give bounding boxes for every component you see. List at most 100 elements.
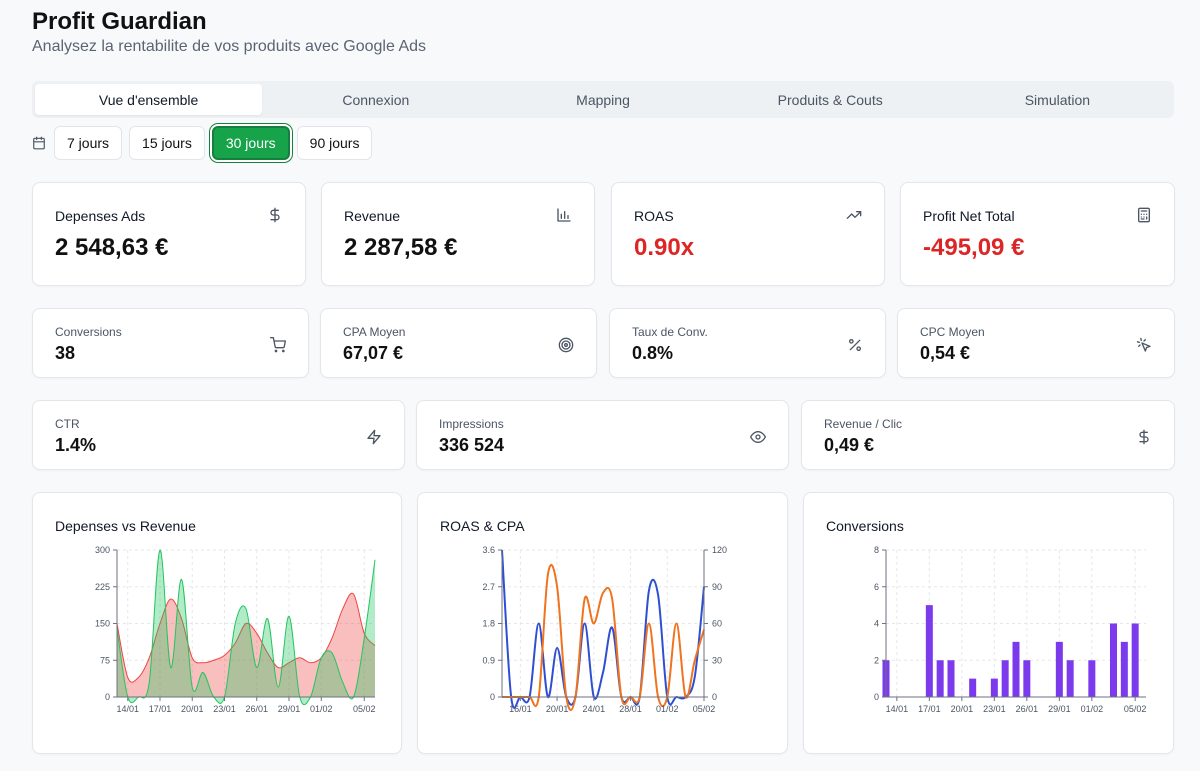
chart-card-conversions: Conversions 0 2 4 6 8 14/01 17/01 20/01 23/01 26/…: [803, 492, 1174, 754]
line-depenses: [116, 592, 376, 683]
x-tick-label: 01/02: [656, 704, 679, 714]
kpi-value: 0,49 €: [824, 435, 875, 455]
click-icon: [1136, 337, 1152, 353]
chart-card-spend-vs-revenue: Depenses vs Revenue 0 75 150 225 300 14/01 17/…: [32, 492, 402, 754]
kpi-value: -495,09 €: [923, 234, 1025, 261]
y-tick-label: 1.8: [482, 619, 495, 629]
kpi-card-ctr: CTR 1.4%: [32, 400, 405, 470]
kpi-value: 2 548,63 €: [55, 234, 169, 261]
x-tick-label: 20/01: [181, 704, 204, 714]
x-tick-label: 23/01: [983, 704, 1006, 714]
chart-title: Conversions: [826, 518, 904, 534]
bar: [947, 660, 955, 697]
period-7-days-button[interactable]: 7 jours: [54, 126, 123, 160]
x-tick-label: 28/01: [619, 704, 642, 714]
x-tick-label: 05/02: [1124, 704, 1147, 714]
y-tick-label: 0: [105, 692, 110, 702]
kpi-value: 67,07 €: [343, 343, 404, 363]
x-tick-label: 17/01: [918, 704, 941, 714]
chart-card-roas-cpa: ROAS & CPA 0 0.9 1.8 2.7 3.6 0 30 60 90 120 16/01 2…: [417, 492, 788, 754]
percent-icon: [847, 337, 863, 353]
kpi-card-revenue: Revenue 2 287,58 €: [321, 182, 595, 286]
kpi-value: 0.90x: [634, 234, 695, 261]
chart-title: Depenses vs Revenue: [55, 518, 196, 534]
line-revenue: [116, 549, 376, 706]
zap-icon: [366, 429, 382, 445]
kpi-label: ROAS: [634, 208, 674, 224]
tab-connexion[interactable]: Connexion: [342, 91, 410, 108]
bar: [1023, 660, 1031, 697]
tab-simulation[interactable]: Simulation: [1024, 91, 1091, 108]
kpi-card-conversion-rate: Taux de Conv. 0.8%: [609, 308, 886, 378]
kpi-label: CTR: [55, 417, 80, 431]
kpi-label: Taux de Conv.: [632, 325, 708, 339]
period-30-days-button[interactable]: 30 jours: [211, 126, 290, 160]
bar: [1055, 641, 1063, 697]
y-tick-label: 0.9: [482, 655, 495, 665]
x-tick-label: 20/01: [546, 704, 569, 714]
kpi-card-conversions: Conversions 38: [32, 308, 309, 378]
y-tick-label: 225: [95, 582, 110, 592]
x-tick-label: 01/02: [310, 704, 333, 714]
period-selector: 7 jours 15 jours 30 jours 90 jours: [32, 126, 379, 160]
tab-products-costs[interactable]: Produits & Couts: [777, 91, 883, 108]
dollar-icon: [267, 207, 283, 223]
bar: [1066, 660, 1074, 697]
period-15-days-button[interactable]: 15 jours: [129, 126, 205, 160]
target-icon: [558, 337, 574, 353]
x-tick-label: 14/01: [886, 704, 909, 714]
y-tick-label: 60: [712, 619, 722, 629]
tab-mapping[interactable]: Mapping: [576, 91, 630, 108]
bar: [1110, 623, 1117, 697]
y-tick-label: 300: [95, 545, 110, 555]
y-tick-label: 2.7: [482, 582, 495, 592]
y-tick-label: 2: [874, 655, 879, 665]
kpi-value: 336 524: [439, 435, 505, 455]
kpi-card-roas: ROAS 0.90x: [611, 182, 885, 286]
y-tick-label: 4: [874, 619, 879, 629]
chart-title: ROAS & CPA: [440, 518, 525, 534]
page-subtitle: Analysez la rentabilite de vos produits …: [32, 38, 427, 55]
kpi-label: Revenue: [344, 208, 401, 224]
x-tick-label: 16/01: [509, 704, 532, 714]
kpi-card-revenue-per-click: Revenue / Clic 0,49 €: [801, 400, 1175, 470]
x-tick-label: 26/01: [1016, 704, 1039, 714]
bar-chart-icon: [556, 207, 572, 223]
x-tick-label: 05/02: [353, 704, 376, 714]
roas-cpa-chart: 0 0.9 1.8 2.7 3.6 0 30 60 90 120 16/01 20/01 24/01 28…: [482, 545, 727, 714]
kpi-card-net-profit: Profit Net Total -495,09 €: [900, 182, 1175, 286]
tab-overview[interactable]: Vue d'ensemble: [35, 84, 263, 115]
calendar-icon: [32, 135, 48, 151]
y-tick-label: 0: [490, 692, 495, 702]
cart-icon: [270, 337, 286, 353]
kpi-label: CPC Moyen: [920, 325, 985, 339]
kpi-label: CPA Moyen: [343, 325, 406, 339]
kpi-label: Profit Net Total: [923, 208, 1015, 224]
y-tick-label: 120: [712, 545, 727, 555]
x-tick-label: 14/01: [116, 704, 139, 714]
dollar-icon: [1136, 429, 1152, 445]
conversions-chart: 0 2 4 6 8 14/01 17/01 20/01 23/01 26/01 29/01 01/02…: [874, 545, 1147, 714]
kpi-value: 0,54 €: [920, 343, 971, 363]
page-title: Profit Guardian: [32, 8, 207, 35]
kpi-card-avg-cpa: CPA Moyen 67,07 €: [320, 308, 597, 378]
x-tick-label: 01/02: [1081, 704, 1104, 714]
y-tick-label: 8: [874, 545, 879, 555]
bar: [925, 605, 933, 697]
bar: [1088, 660, 1096, 697]
kpi-label: Revenue / Clic: [824, 417, 903, 431]
bar: [969, 678, 977, 697]
y-tick-label: 75: [100, 655, 110, 665]
y-tick-label: 150: [95, 619, 110, 629]
period-90-days-button[interactable]: 90 jours: [296, 126, 373, 160]
x-tick-label: 05/02: [693, 704, 716, 714]
x-tick-label: 20/01: [951, 704, 974, 714]
calculator-icon: [1136, 207, 1152, 223]
y-tick-label: 0: [874, 692, 879, 702]
x-tick-label: 23/01: [213, 704, 236, 714]
y-tick-label: 30: [712, 655, 722, 665]
tab-bar: Vue d'ensemble Connexion Mapping Produit…: [32, 81, 1174, 118]
bar: [1001, 660, 1009, 697]
kpi-card-ad-spend: Depenses Ads 2 548,63 €: [32, 182, 306, 286]
kpi-value: 2 287,58 €: [344, 234, 458, 261]
